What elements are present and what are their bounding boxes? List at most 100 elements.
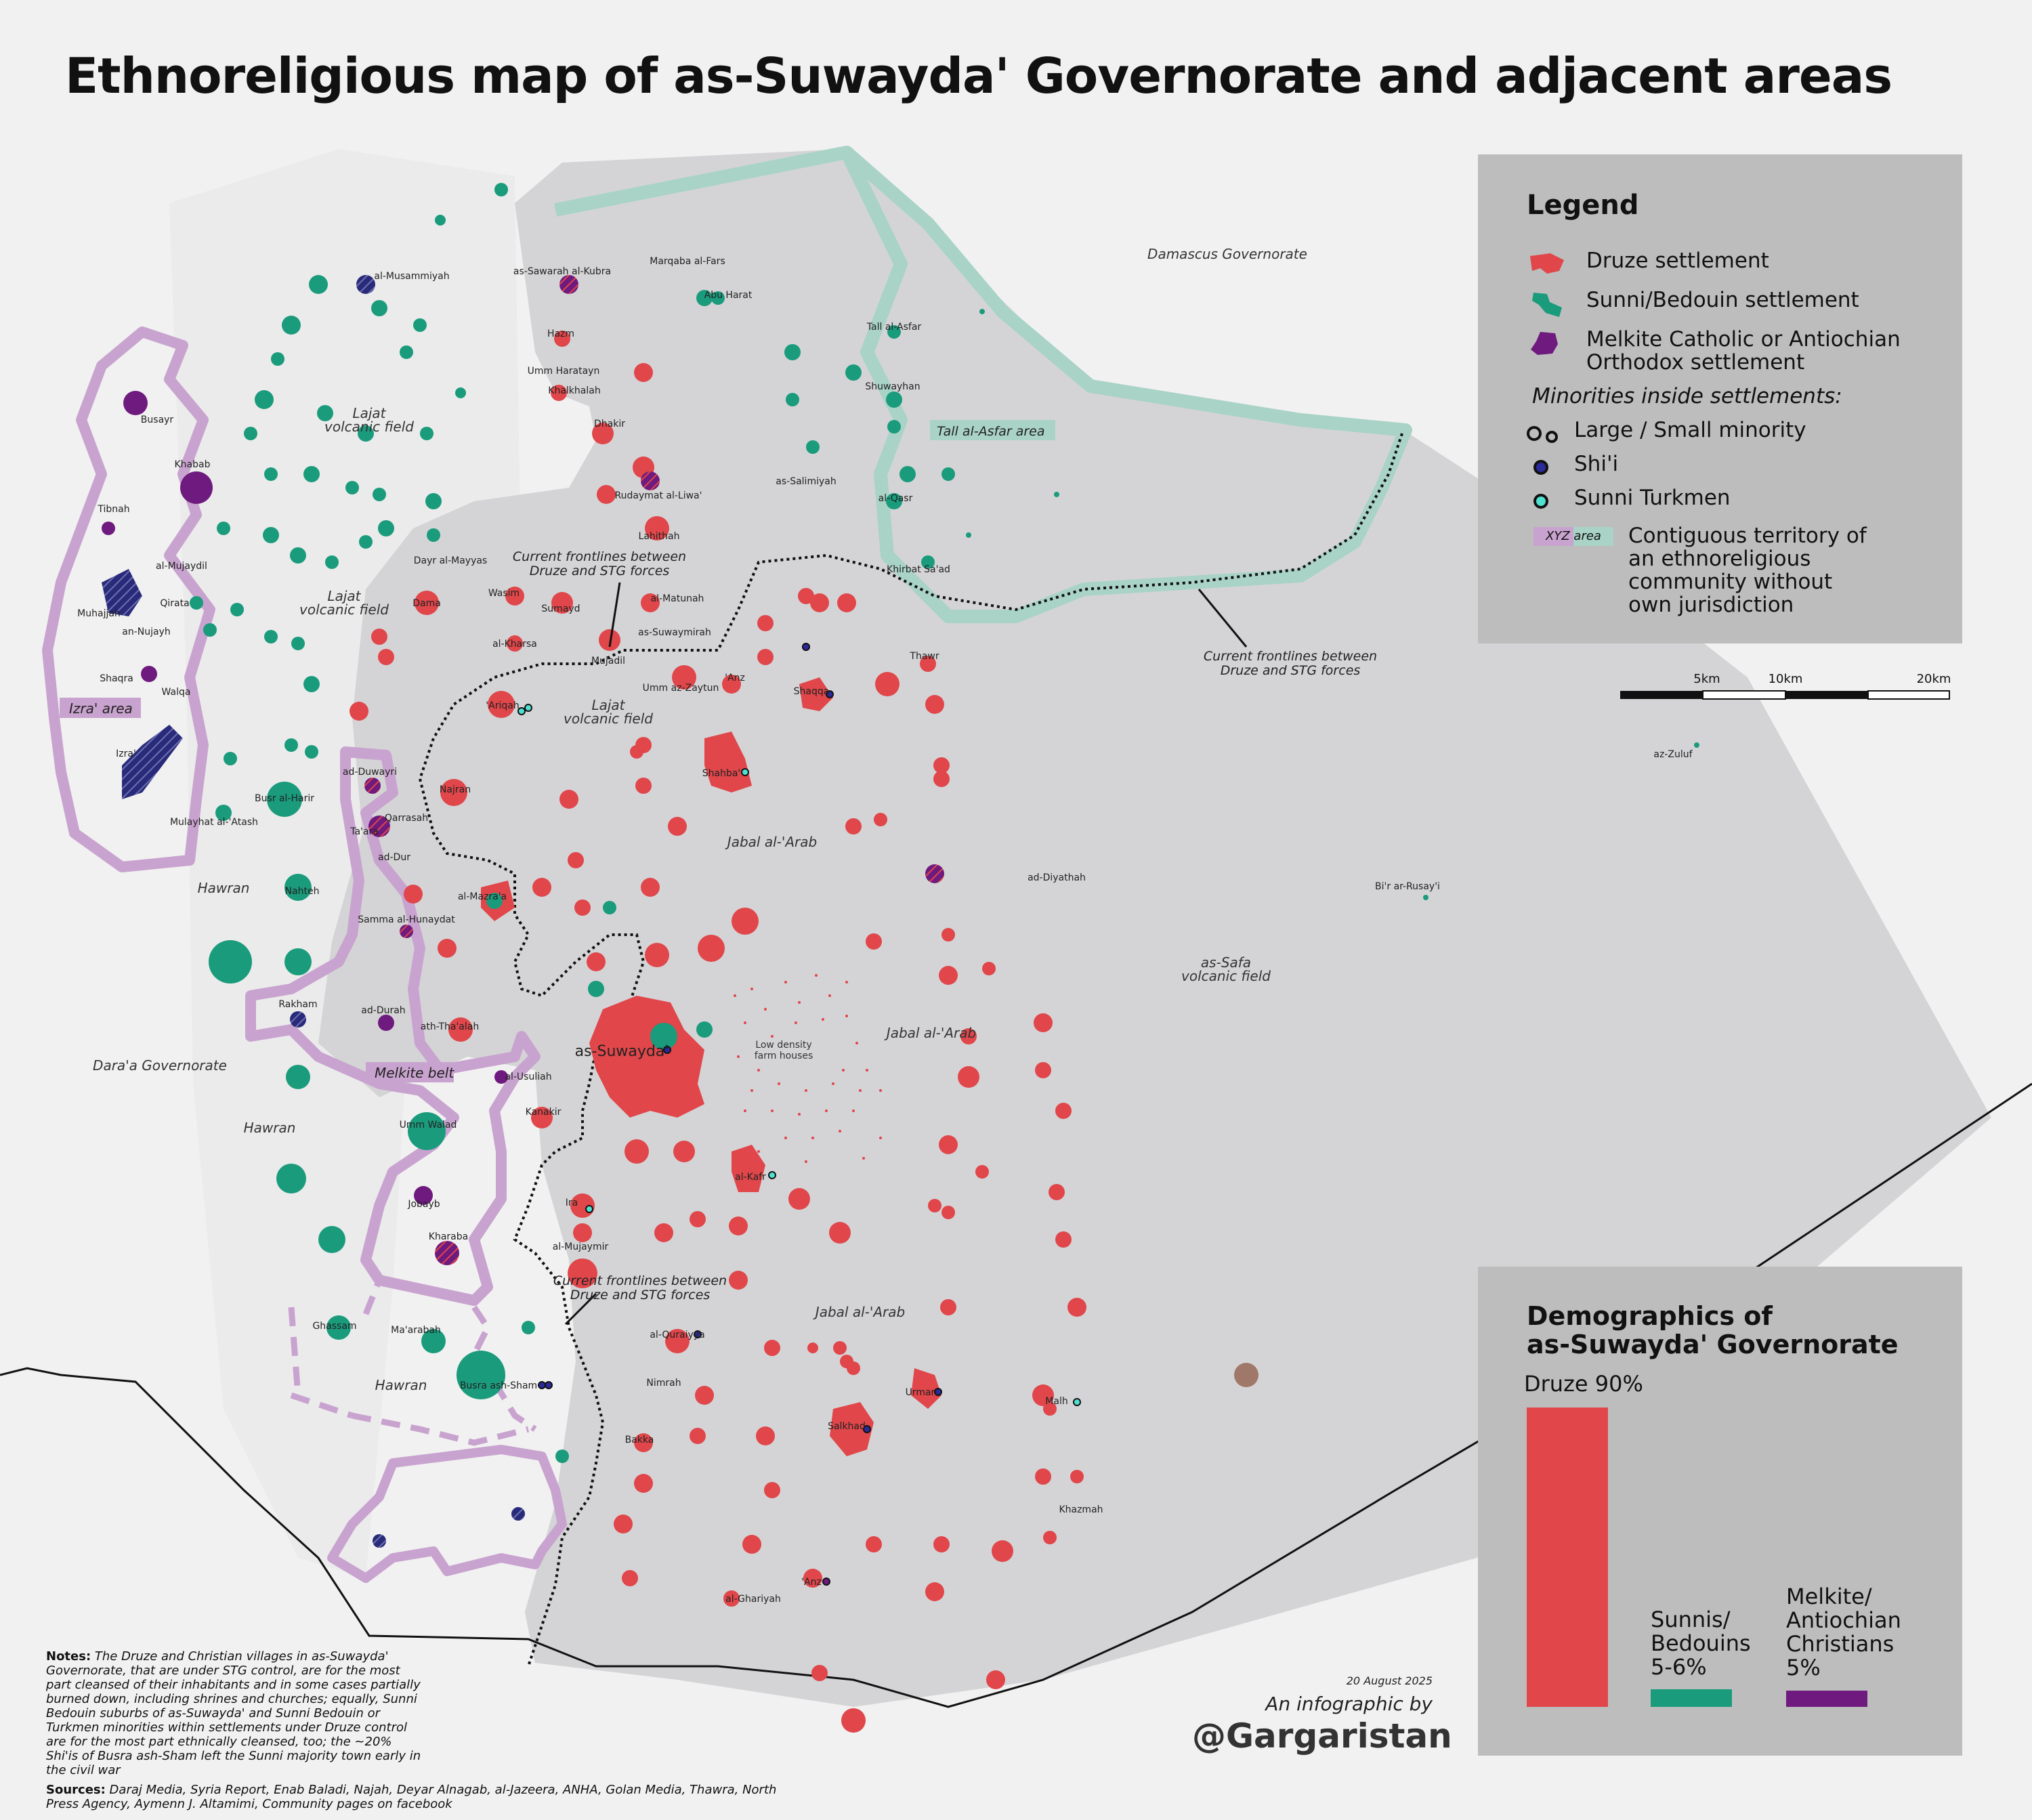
town-label: Busra ash-Sham <box>460 1380 537 1391</box>
druze-settlement <box>673 1141 695 1162</box>
legend-label-minority-size: Large / Small minority <box>1574 418 1806 442</box>
minority-markers <box>517 643 1081 1586</box>
druze-settlement <box>992 1540 1013 1562</box>
sunni-settlement <box>427 528 440 542</box>
druze-settlement <box>440 779 467 806</box>
kharaba-town <box>435 1241 459 1265</box>
sunni-settlement <box>215 805 232 821</box>
sunni-settlement <box>373 488 386 501</box>
minority-dot <box>934 1388 942 1396</box>
druze-settlement <box>641 878 660 897</box>
sunni-settlement <box>345 481 359 494</box>
druze-settlement <box>933 1536 950 1552</box>
christian-settlement <box>494 1070 508 1084</box>
legend-label-christian-2: Orthodox settlement <box>1586 350 1805 375</box>
druze-settlement <box>1034 1013 1053 1032</box>
town-label: Marqaba al-Fars <box>650 256 725 267</box>
druze-settlement <box>925 1582 944 1601</box>
town-label: Dayr al-Mayyas <box>414 555 487 566</box>
druze-settlement <box>939 1135 958 1154</box>
minority-dot <box>822 1578 830 1586</box>
melkite-belt-label: Melkite belt <box>375 1065 454 1081</box>
town-label: Khalkhalah <box>548 385 600 396</box>
druze-settlement <box>645 516 669 541</box>
minority-dot <box>517 707 526 715</box>
minority-dot <box>768 1171 776 1179</box>
town-label: Umm Haratayn <box>528 366 600 377</box>
druze-settlement <box>1035 1062 1051 1078</box>
druze-settlement <box>634 363 653 382</box>
legend-panel: Legend Druze settlement Sunni/Bedouin se… <box>1478 154 1962 643</box>
region-jabal-3: Jabal al-'Arab <box>813 1304 905 1320</box>
town-label: Bi'r ar-Rusay'i <box>1375 881 1440 892</box>
town-label: Khazmah <box>1059 1504 1103 1515</box>
page-title: Ethnoreligious map of as-Suwayda' Govern… <box>65 47 1892 104</box>
druze-settlement <box>641 593 660 612</box>
tall-location <box>925 864 944 883</box>
town-label: al-Qasr <box>879 493 913 504</box>
minority-dot <box>1073 1398 1081 1406</box>
legend-label-contiguous-2: an ethnoreligious <box>1628 547 1811 571</box>
town-label: ad-Durah <box>361 1005 405 1016</box>
large-minority-ring-icon <box>1527 423 1542 446</box>
sunni-settlement <box>784 344 801 360</box>
sunni-settlement <box>979 309 985 314</box>
town-label: Dhakir <box>594 419 625 429</box>
minority-dot <box>741 768 749 776</box>
sunni-settlement <box>224 752 237 765</box>
druze-settlement <box>866 1536 882 1552</box>
town-label: Sumayd <box>541 604 580 614</box>
druze-settlement <box>841 1708 866 1733</box>
druze-settlement <box>764 1340 780 1356</box>
sunni-settlement <box>303 676 320 692</box>
region-lajat-3b: volcanic field <box>564 711 653 727</box>
town-label: Lahithah <box>639 531 680 542</box>
town-labels: as-Suwayda' Shahba' Salkhad Izra' Busra … <box>77 256 1693 1605</box>
tall-al-asfar-outline <box>554 146 1412 623</box>
region-safa: as-Safa <box>1201 954 1251 971</box>
frontline-label-2a: Current frontlines between <box>1204 649 1377 664</box>
legend-label-shia: Shi'i <box>1574 452 1619 476</box>
town-label: Muhajjah <box>77 608 121 619</box>
druze-settlement <box>788 1188 810 1210</box>
town-label: Hazm <box>547 329 574 339</box>
sunni-settlement <box>711 291 725 305</box>
druze-settlement <box>1070 1470 1084 1483</box>
druze-swatch-icon <box>1530 253 1564 274</box>
sunni-settlement <box>284 948 312 975</box>
town-label: Samma al-Hunaydat <box>358 914 455 925</box>
leader-lines <box>564 582 1248 1326</box>
sunni-settlement <box>305 745 318 759</box>
town-label: al-Kafr <box>735 1172 766 1183</box>
town-label: Tall al-Asfar <box>866 322 922 333</box>
druze-settlement <box>810 593 829 612</box>
druze-settlement <box>837 593 856 612</box>
sunni-settlement <box>203 623 217 637</box>
turkmen-dot-icon <box>1533 490 1548 513</box>
christian-label-line2: Antiochian <box>1786 1607 1901 1633</box>
town-label: ad-Diyathah <box>1028 872 1086 883</box>
druze-settlement <box>722 675 741 694</box>
sunni-settlement <box>408 1112 446 1150</box>
sunni-settlement <box>886 391 902 408</box>
christian-settlement <box>414 1186 433 1205</box>
christian-bar-label: Melkite/ Antiochian Christians 5% <box>1786 1585 1901 1680</box>
sunni-settlement <box>303 466 320 482</box>
sunni-settlement <box>555 1449 569 1463</box>
sunni-label-line3: 5-6% <box>1651 1654 1707 1680</box>
legend-label-contiguous-1: Contiguous territory of <box>1628 524 1867 548</box>
druze-settlement <box>634 1433 653 1452</box>
sunni-bar <box>1651 1689 1732 1707</box>
town-label: as-Sawarah al-Kubra <box>513 266 611 277</box>
druze-settlement <box>940 1299 956 1315</box>
druze-settlement <box>551 592 573 614</box>
sunni-settlement <box>318 1226 345 1253</box>
town-label: Ma'arabah <box>391 1325 441 1336</box>
sunni-settlement <box>421 1329 446 1353</box>
small-minority-ring-icon <box>1546 425 1558 448</box>
sunni-settlement <box>696 290 713 306</box>
christian-settlement <box>102 522 115 535</box>
town-label: al-Mazra'a <box>458 891 507 902</box>
druze-settlement <box>732 908 759 935</box>
hawran-south-outline <box>288 1279 537 1446</box>
